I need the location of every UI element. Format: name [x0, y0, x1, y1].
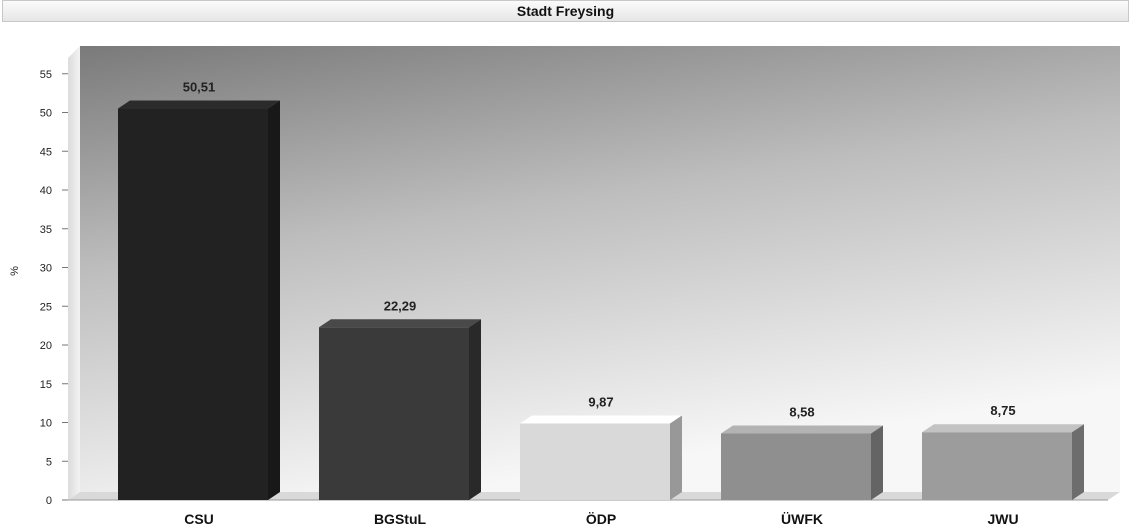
bar-value-label: 9,87 — [588, 395, 613, 410]
y-tick-label: 0 — [46, 495, 52, 507]
bar-value-label: 50,51 — [183, 80, 216, 95]
bar-side-face — [670, 415, 682, 500]
bar-value-label: 8,58 — [789, 405, 814, 420]
bar-top-face — [118, 100, 280, 109]
bar-side-face — [268, 100, 280, 501]
bars-group: 50,51 CSU 22,29 BGStuL 9,87 ÖDP 8,58 ÜWFK 8,75 JW… — [118, 80, 1084, 527]
bar — [319, 327, 469, 500]
y-tick-label: 15 — [40, 379, 52, 391]
x-tick-label: JWU — [987, 511, 1018, 527]
bar-value-label: 8,75 — [990, 403, 1015, 418]
bar-value-label: 22,29 — [384, 298, 417, 313]
bar-top-face — [319, 319, 481, 328]
bar — [721, 433, 871, 500]
y-tick-label: 10 — [40, 418, 52, 430]
y-tick-label: 50 — [40, 108, 52, 120]
y-tick-label: 35 — [40, 224, 52, 236]
bar-top-face — [721, 425, 883, 434]
x-tick-label: CSU — [184, 511, 214, 527]
bar — [118, 108, 268, 501]
bar-side-face — [1072, 424, 1084, 500]
bar-top-face — [520, 415, 682, 424]
bar-side-face — [871, 425, 883, 500]
y-axis: 0 5 10 15 20 25 30 35 40 45 50 55 — [40, 69, 68, 507]
y-tick-label: 5 — [46, 456, 52, 468]
bar-top-face — [922, 424, 1084, 433]
y-tick-label: 25 — [40, 301, 52, 313]
bar — [922, 432, 1072, 500]
x-tick-label: ÖDP — [586, 511, 616, 527]
bar — [520, 423, 670, 500]
x-tick-label: BGStuL — [374, 511, 427, 527]
y-tick-label: 45 — [40, 146, 52, 158]
y-tick-label: 20 — [40, 340, 52, 352]
y-tick-label: 30 — [40, 263, 52, 275]
y-tick-label: 40 — [40, 185, 52, 197]
y-axis-label: % — [9, 266, 21, 276]
bar-side-face — [469, 319, 481, 500]
chart-title: Stadt Freysing — [2, 0, 1129, 22]
x-tick-label: ÜWFK — [781, 511, 823, 527]
y-tick-label: 55 — [40, 69, 52, 81]
plot-side-wall — [68, 46, 80, 500]
